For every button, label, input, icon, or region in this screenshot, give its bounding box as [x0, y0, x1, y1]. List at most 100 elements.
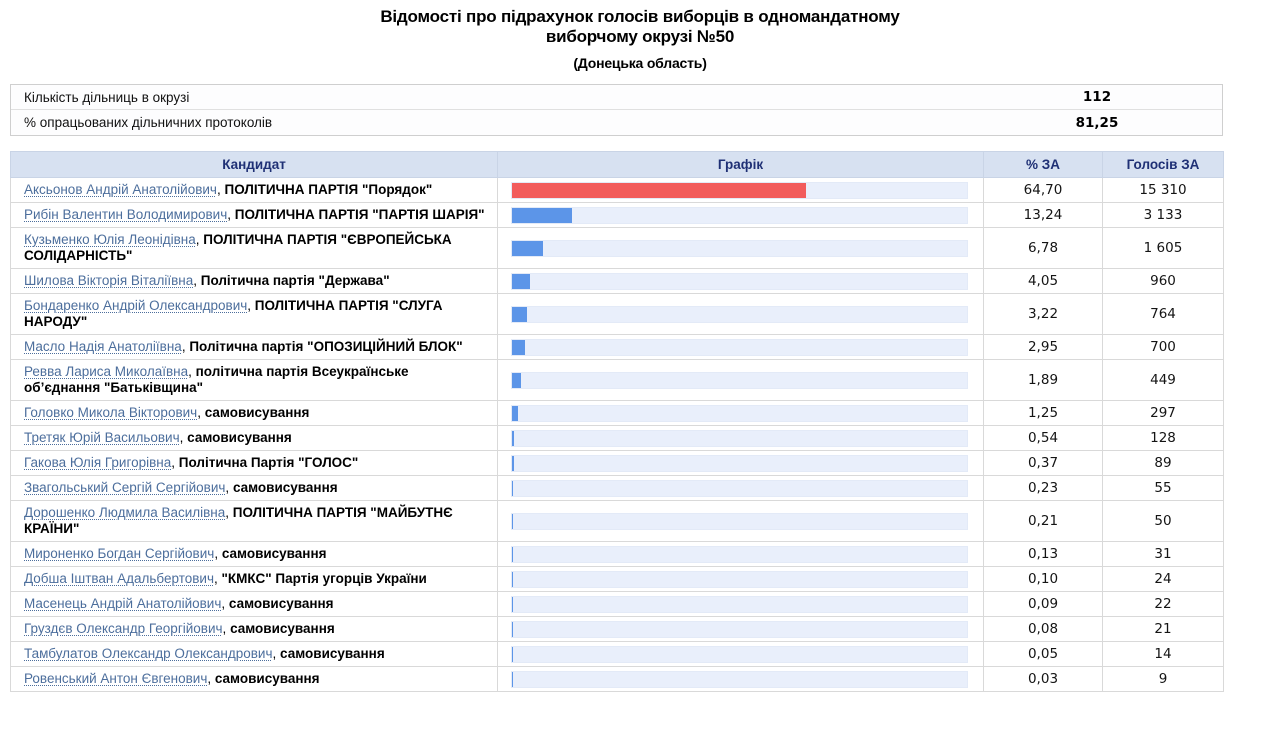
summary-label: Кількість дільниць в окрузі [24, 89, 190, 105]
candidate-link[interactable]: Рибін Валентин Володимирович [24, 207, 228, 222]
votes-value: 297 [1102, 400, 1224, 426]
candidate-link[interactable]: Ровенський Антон Євгенович [24, 671, 208, 686]
candidate-cell: Кузьменко Юлія Леонідівна, ПОЛІТИЧНА ПАР… [10, 227, 498, 269]
result-row: Масло Надія Анатоліївна, Політична парті… [10, 334, 1224, 360]
percent-value: 0,03 [983, 666, 1103, 692]
page-title-line1: Відомості про підрахунок голосів виборці… [380, 7, 900, 26]
bar-track [511, 645, 968, 663]
candidate-link[interactable]: Кузьменко Юлія Леонідівна [24, 232, 196, 247]
percent-value: 0,23 [983, 475, 1103, 501]
votes-value: 14 [1102, 641, 1224, 667]
party-name: ПОЛІТИЧНА ПАРТІЯ "СЛУГА НАРОДУ" [24, 298, 443, 329]
votes-value: 15 310 [1102, 177, 1224, 203]
result-row: Масенець Андрій Анатолійович, самовисува… [10, 591, 1224, 617]
candidate-link[interactable]: Масенець Андрій Анатолійович [24, 596, 222, 611]
candidate-link[interactable]: Гакова Юлія Григорівна [24, 455, 172, 470]
candidate-link[interactable]: Дорошенко Людмила Василівна [24, 505, 226, 520]
graph-cell [497, 641, 984, 667]
party-name: ПОЛІТИЧНА ПАРТІЯ "Порядок" [224, 182, 433, 197]
result-row: Груздєв Олександр Георгійович, самовисув… [10, 616, 1224, 642]
votes-value: 21 [1102, 616, 1224, 642]
bar-track [511, 429, 968, 447]
candidate-link[interactable]: Масло Надія Анатоліївна [24, 339, 182, 354]
bar-fill [512, 182, 807, 198]
candidate-link[interactable]: Третяк Юрій Васильович [24, 430, 180, 445]
candidate-cell: Масло Надія Анатоліївна, Політична парті… [10, 334, 498, 360]
graph-cell [497, 666, 984, 692]
graph-cell [497, 566, 984, 592]
candidate-party-separator: , [197, 405, 205, 420]
result-row: Тамбулатов Олександр Олександрович, само… [10, 641, 1224, 667]
candidate-party-separator: , [214, 571, 222, 586]
percent-value: 0,09 [983, 591, 1103, 617]
bar-track [511, 404, 968, 422]
party-name: ПОЛІТИЧНА ПАРТІЯ "ЄВРОПЕЙСЬКА СОЛІДАРНІС… [24, 232, 452, 263]
percent-value: 1,25 [983, 400, 1103, 426]
candidate-cell: Рибін Валентин Володимирович, ПОЛІТИЧНА … [10, 202, 498, 228]
candidate-cell: Тамбулатов Олександр Олександрович, само… [10, 641, 498, 667]
party-name: самовисування [228, 596, 334, 611]
candidate-link[interactable]: Шилова Вікторія Віталіївна [24, 273, 194, 288]
percent-value: 1,89 [983, 359, 1103, 401]
candidate-link[interactable]: Ревва Лариса Миколаївна [24, 364, 189, 379]
candidate-link[interactable]: Мироненко Богдан Сергійович [24, 546, 215, 561]
percent-value: 0,21 [983, 500, 1103, 542]
bar-track [511, 181, 968, 199]
candidate-cell: Гакова Юлія Григорівна, Політична Партія… [10, 450, 498, 476]
results-table: Кандидат Графік % ЗА Голосів ЗА Аксьонов… [10, 151, 1224, 692]
bar-track [511, 512, 968, 530]
votes-value: 22 [1102, 591, 1224, 617]
bar-track [511, 479, 968, 497]
summary-row: Кількість дільниць в окрузі 112 [11, 85, 1222, 110]
graph-cell [497, 334, 984, 360]
candidate-party-separator: , [227, 207, 235, 222]
bar-fill [512, 273, 531, 289]
candidate-link[interactable]: Головко Микола Вікторович [24, 405, 198, 420]
candidate-party-separator: , [171, 455, 179, 470]
bar-track [511, 570, 968, 588]
votes-value: 50 [1102, 500, 1224, 542]
summary-label: % опрацьованих дільничних протоколів [24, 115, 273, 130]
votes-value: 31 [1102, 541, 1224, 567]
candidate-link[interactable]: Груздєв Олександр Георгійович [24, 621, 223, 636]
result-row: Бондаренко Андрій Олександрович, ПОЛІТИЧ… [10, 293, 1224, 335]
result-row: Добша Іштван Адальбертович, "КМКС" Парті… [10, 566, 1224, 592]
candidate-link[interactable]: Тамбулатов Олександр Олександрович [24, 646, 273, 661]
party-name: самовисування [232, 480, 338, 495]
bar-track [511, 338, 968, 356]
party-name: ПОЛІТИЧНА ПАРТІЯ "МАЙБУТНЄ КРАЇНИ" [24, 505, 453, 536]
percent-value: 2,95 [983, 334, 1103, 360]
column-header-graph: Графік [497, 151, 984, 178]
bar-track [511, 454, 968, 472]
candidate-party-separator: , [225, 505, 233, 520]
party-name: "КМКС" Партія угорців України [221, 571, 427, 586]
candidate-cell: Ровенський Антон Євгенович, самовисуванн… [10, 666, 498, 692]
candidate-cell: Аксьонов Андрій Анатолійович, ПОЛІТИЧНА … [10, 177, 498, 203]
candidate-cell: Бондаренко Андрій Олександрович, ПОЛІТИЧ… [10, 293, 498, 335]
bar-track [511, 239, 968, 257]
candidate-cell: Добша Іштван Адальбертович, "КМКС" Парті… [10, 566, 498, 592]
party-name: самовисування [214, 671, 320, 686]
candidate-cell: Шилова Вікторія Віталіївна, Політична па… [10, 268, 498, 294]
bar-track [511, 206, 968, 224]
graph-cell [497, 400, 984, 426]
result-row: Звагольський Сергій Сергійович, самовису… [10, 475, 1224, 501]
candidate-cell: Ревва Лариса Миколаївна, політична парті… [10, 359, 498, 401]
votes-value: 24 [1102, 566, 1224, 592]
bar-fill [512, 546, 513, 562]
bar-fill [512, 430, 515, 446]
votes-value: 449 [1102, 359, 1224, 401]
result-row: Ревва Лариса Миколаївна, політична парті… [10, 359, 1224, 401]
candidate-link[interactable]: Бондаренко Андрій Олександрович [24, 298, 248, 313]
candidate-link[interactable]: Звагольський Сергій Сергійович [24, 480, 226, 495]
votes-value: 3 133 [1102, 202, 1224, 228]
candidate-party-separator: , [207, 671, 215, 686]
title-block: Відомості про підрахунок голосів виборці… [0, 0, 1280, 71]
percent-value: 0,08 [983, 616, 1103, 642]
candidate-link[interactable]: Аксьонов Андрій Анатолійович [24, 182, 217, 197]
candidate-link[interactable]: Добша Іштван Адальбертович [24, 571, 215, 586]
bar-fill [512, 480, 514, 496]
result-row: Кузьменко Юлія Леонідівна, ПОЛІТИЧНА ПАР… [10, 227, 1224, 269]
result-row: Рибін Валентин Володимирович, ПОЛІТИЧНА … [10, 202, 1224, 228]
party-name: політична партія Всеукраїнське об’єднанн… [24, 364, 409, 395]
